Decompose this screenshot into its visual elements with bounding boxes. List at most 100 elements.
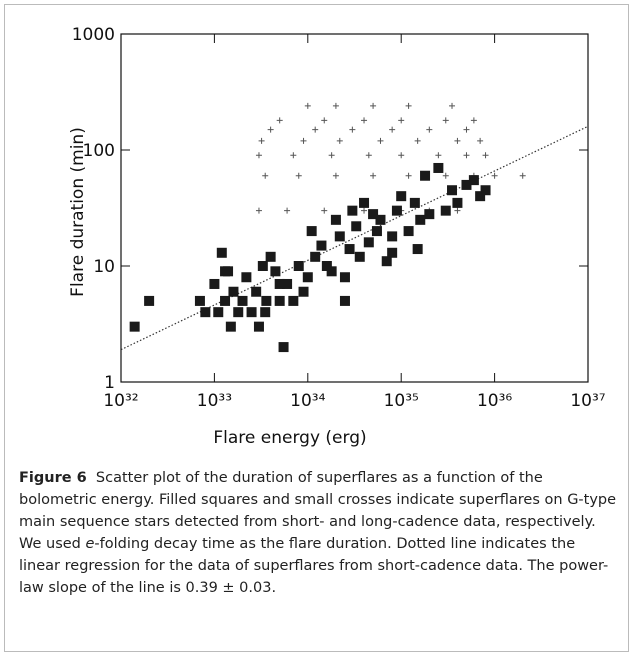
cross-point: [349, 126, 356, 133]
square-point: [274, 278, 285, 289]
cross-point: [332, 102, 339, 109]
square-point: [194, 295, 205, 306]
square-point: [330, 214, 341, 225]
square-point: [282, 278, 293, 289]
cross-point: [398, 152, 405, 159]
square-point: [306, 226, 317, 237]
square-point: [368, 209, 379, 220]
square-point: [144, 295, 155, 306]
square-point: [237, 295, 248, 306]
cross-point: [276, 117, 283, 124]
cross-point: [267, 126, 274, 133]
square-point: [278, 342, 289, 353]
caption-text: e: [85, 536, 95, 552]
square-point: [480, 185, 491, 196]
plot-frame: [120, 33, 589, 383]
square-point: [316, 240, 327, 251]
square-point: [396, 191, 407, 202]
cross-point: [454, 137, 461, 144]
cross-point: [463, 152, 470, 159]
square-point: [475, 191, 486, 202]
square-point: [344, 244, 355, 255]
square-point: [261, 295, 272, 306]
square-point: [391, 205, 402, 216]
x-tick-label: 10³²: [103, 391, 138, 411]
square-point: [246, 307, 257, 318]
square-point: [440, 205, 451, 216]
cross-point: [477, 137, 484, 144]
square-point: [371, 226, 382, 237]
square-point: [339, 272, 350, 283]
cross-point: [449, 102, 456, 109]
y-tick-label: 100: [83, 141, 115, 161]
square-point: [225, 321, 236, 332]
cross-point: [295, 172, 302, 179]
cross-point: [365, 152, 372, 159]
square-point: [354, 251, 365, 262]
square-point: [233, 307, 244, 318]
figure: Flare energy (erg) Flare duration (min) …: [4, 4, 629, 652]
cross-point: [426, 126, 433, 133]
square-point: [302, 272, 313, 283]
square-point: [375, 214, 386, 225]
square-point: [220, 266, 231, 277]
square-point: [326, 266, 337, 277]
cross-point: [284, 207, 291, 214]
square-point: [216, 247, 227, 258]
square-point: [334, 231, 345, 242]
square-point: [213, 307, 224, 318]
square-point: [424, 209, 435, 220]
cross-point: [435, 152, 442, 159]
square-point: [293, 261, 304, 271]
square-point: [310, 251, 321, 262]
cross-point: [389, 126, 396, 133]
cross-point: [361, 207, 368, 214]
x-axis-title: Flare energy (erg): [213, 428, 366, 448]
square-point: [347, 205, 358, 216]
cross-point: [370, 172, 377, 179]
x-tick-label: 10³³: [197, 391, 232, 411]
caption-label: Figure 6: [19, 470, 87, 486]
y-tick-label: 1: [104, 373, 115, 393]
cross-point: [405, 172, 412, 179]
cross-point: [442, 117, 449, 124]
cross-point: [332, 172, 339, 179]
square-point: [220, 295, 231, 306]
cross-point: [405, 102, 412, 109]
cross-point: [336, 137, 343, 144]
square-point: [461, 179, 472, 190]
square-point: [452, 197, 463, 208]
caption-text: Scatter plot of the duration of superfla…: [19, 470, 617, 552]
cross-point: [300, 137, 307, 144]
square-point: [415, 214, 426, 225]
square-point: [241, 272, 252, 283]
cross-point: [312, 126, 319, 133]
cross-point: [361, 117, 368, 124]
square-point: [253, 321, 264, 332]
square-point: [359, 197, 370, 208]
cross-point: [377, 137, 384, 144]
cross-point: [321, 207, 328, 214]
cross-point: [454, 207, 461, 214]
cross-point: [304, 102, 311, 109]
caption-text: -folding decay time as the flare duratio…: [19, 536, 609, 596]
x-tick-label: 10³⁴: [290, 391, 325, 411]
caption: Figure 6 Scatter plot of the duration of…: [19, 467, 619, 599]
y-axis-title: Flare duration (min): [68, 127, 88, 297]
square-point: [363, 237, 374, 248]
cross-point: [370, 102, 377, 109]
cross-point: [463, 126, 470, 133]
square-point: [228, 286, 239, 297]
cross-point: [414, 137, 421, 144]
square-point: [129, 321, 140, 332]
square-point: [270, 266, 281, 277]
square-point: [339, 295, 350, 306]
square-point: [468, 175, 479, 186]
square-point: [209, 278, 220, 289]
square-point: [265, 251, 276, 262]
square-point: [381, 256, 392, 267]
y-tick-label: 10: [93, 257, 115, 277]
square-point: [251, 286, 262, 297]
square-point: [420, 170, 431, 181]
square-point: [403, 226, 414, 237]
